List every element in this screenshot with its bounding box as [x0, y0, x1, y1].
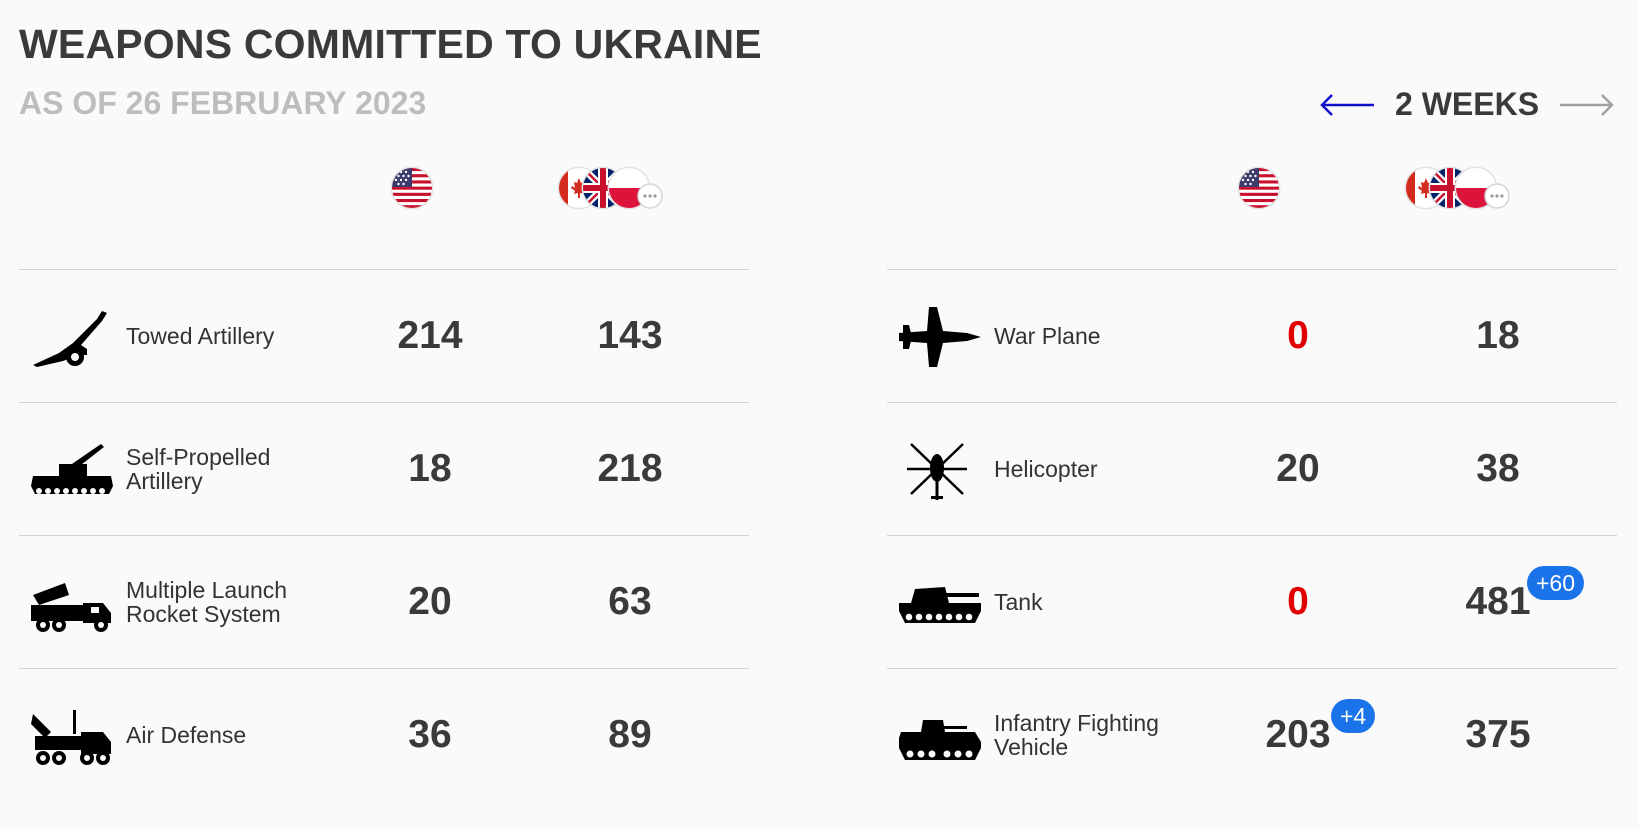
war-plane-icon [899, 307, 981, 367]
allies-count: 18 [1476, 314, 1520, 357]
rocket-launcher-icon [31, 583, 111, 632]
helicopter-icon [907, 443, 967, 500]
panel-right: War Plane 0 18 Helicopter 20 38 Tank 0 4… [887, 0, 1617, 829]
allies-count: 63 [608, 580, 652, 623]
allies-count: 38 [1476, 447, 1520, 490]
allies-flags [557, 166, 663, 212]
us-flag-icon [1237, 166, 1281, 210]
us-count: 20 [408, 580, 452, 623]
page-subtitle: AS OF 26 FEBRUARY 2023 [19, 85, 427, 121]
allies-count: 481 [1465, 580, 1531, 623]
more-icon [637, 183, 663, 209]
change-badge: +60 [1527, 566, 1585, 600]
towed-artillery-icon [33, 311, 107, 367]
us-count: 0 [1287, 580, 1309, 623]
weapon-label: Multiple Launch Rocket System [126, 577, 288, 627]
air-defense-icon [31, 710, 111, 765]
weapon-row: Self-Propelled Artillery 18 218 [19, 402, 749, 535]
page-title: WEAPONS COMMITTED TO UKRAINE [19, 21, 762, 67]
allies-flags [1404, 166, 1510, 212]
infantry-fighting-vehicle-icon [899, 720, 981, 760]
self-propelled-artillery-icon [31, 444, 113, 494]
more-icon [1484, 183, 1510, 209]
panel-left: Towed Artillery 214 143 Self-Propelled A… [19, 0, 749, 829]
us-count: 36 [408, 713, 452, 756]
allies-count: 143 [597, 314, 663, 357]
us-count: 0 [1287, 314, 1309, 357]
us-count: 18 [408, 447, 452, 490]
weapon-label: Self-Propelled Artillery [126, 444, 271, 494]
weapon-label: Tank [994, 589, 1043, 615]
us-count: 214 [397, 314, 463, 357]
weapon-row: Air Defense 36 89 [19, 668, 749, 801]
left-arrow-icon[interactable] [1318, 92, 1376, 118]
change-badge: +4 [1331, 699, 1376, 733]
us-count: 203 [1265, 713, 1331, 756]
allies-count: 218 [597, 447, 663, 490]
us-count: 20 [1276, 447, 1320, 490]
weapon-row: War Plane 0 18 [887, 269, 1617, 402]
allies-count: 375 [1465, 713, 1531, 756]
weapon-row: Helicopter 20 38 [887, 402, 1617, 535]
us-flag-icon [390, 166, 434, 210]
weapon-label: War Plane [994, 323, 1101, 349]
weapon-row: Towed Artillery 214 143 [19, 269, 749, 402]
weapon-label: Helicopter [994, 456, 1098, 482]
weapon-label: Air Defense [126, 722, 247, 748]
tank-icon [899, 587, 981, 623]
right-arrow-icon[interactable] [1558, 92, 1616, 118]
period-label: 2 WEEKS [1395, 86, 1540, 122]
weapon-row: Tank 0 481 +60 [887, 535, 1617, 668]
weapon-row: Infantry Fighting Vehicle 203 375 +4 [887, 668, 1617, 801]
allies-count: 89 [608, 713, 652, 756]
weapon-label: Towed Artillery [126, 323, 275, 349]
period-navigator: 2 WEEKS [1318, 84, 1618, 128]
weapon-label: Infantry Fighting Vehicle [994, 710, 1159, 760]
weapon-row: Multiple Launch Rocket System 20 63 [19, 535, 749, 668]
